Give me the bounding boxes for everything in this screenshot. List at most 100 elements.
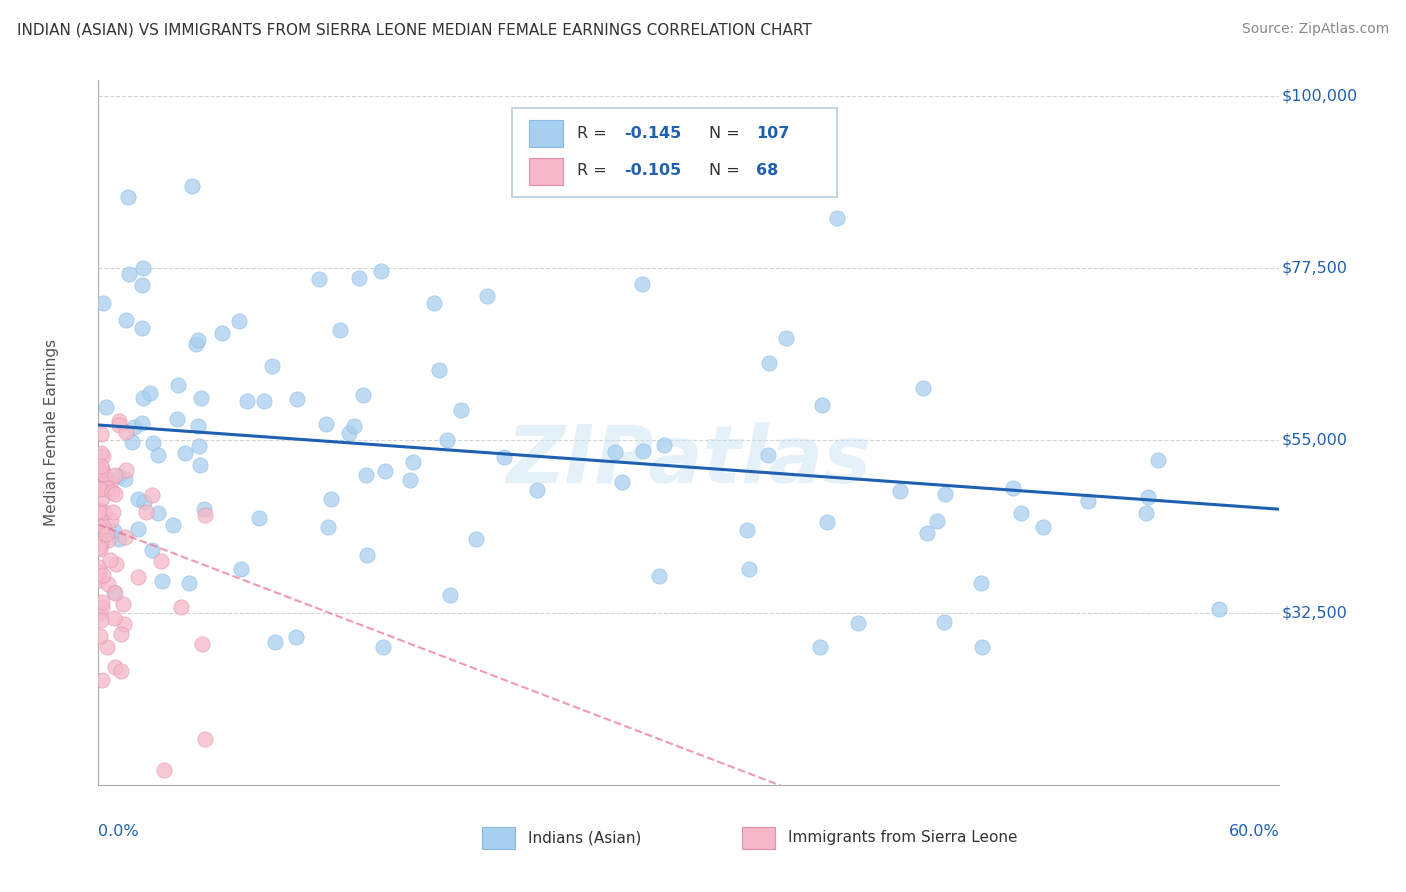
Point: [934, 615, 956, 629]
Point: [153, 763, 176, 777]
Point: [321, 492, 343, 507]
Point: [103, 585, 125, 599]
Point: [231, 562, 253, 576]
Point: [187, 333, 209, 347]
Point: [90, 481, 112, 495]
Point: [90, 459, 112, 474]
Point: [104, 558, 127, 572]
Point: [98, 552, 121, 566]
Point: [103, 660, 125, 674]
Point: [127, 492, 149, 507]
Point: [308, 272, 330, 286]
Point: [228, 313, 250, 327]
Point: [917, 526, 939, 541]
Point: [90, 536, 112, 550]
Point: [103, 524, 125, 538]
Text: N =: N =: [709, 126, 745, 141]
Point: [190, 392, 212, 406]
Point: [756, 448, 779, 462]
FancyBboxPatch shape: [530, 120, 562, 147]
Point: [90, 614, 112, 628]
Point: [89, 606, 111, 620]
Point: [329, 324, 352, 338]
Point: [427, 363, 450, 377]
Point: [90, 673, 112, 688]
Point: [166, 378, 188, 392]
Point: [1147, 453, 1170, 467]
Point: [127, 522, 149, 536]
Point: [603, 445, 626, 459]
Point: [262, 359, 284, 373]
Point: [91, 462, 114, 476]
Point: [179, 576, 201, 591]
Point: [492, 450, 515, 464]
Point: [139, 385, 162, 400]
Point: [89, 482, 111, 496]
Point: [316, 520, 339, 534]
Text: $55,000: $55,000: [1282, 433, 1348, 448]
Point: [97, 577, 120, 591]
Point: [477, 289, 499, 303]
Point: [253, 393, 276, 408]
Text: ZIPatlas: ZIPatlas: [506, 422, 872, 500]
Text: $100,000: $100,000: [1282, 88, 1358, 103]
Point: [132, 391, 155, 405]
Point: [141, 542, 163, 557]
Point: [89, 461, 111, 475]
Point: [91, 567, 114, 582]
Point: [94, 482, 117, 496]
Point: [122, 420, 145, 434]
Point: [356, 467, 378, 482]
Point: [89, 565, 111, 579]
Point: [118, 267, 141, 281]
Point: [811, 398, 834, 412]
Point: [135, 505, 157, 519]
Point: [654, 437, 676, 451]
Point: [775, 331, 797, 345]
Point: [912, 381, 935, 395]
Point: [100, 513, 122, 527]
Point: [127, 570, 149, 584]
Point: [121, 434, 143, 449]
Point: [112, 616, 135, 631]
Point: [211, 326, 233, 340]
Point: [93, 467, 115, 482]
Point: [464, 532, 486, 546]
Point: [1208, 601, 1230, 615]
Point: [114, 530, 136, 544]
Point: [631, 277, 654, 292]
Point: [96, 640, 118, 655]
Point: [110, 627, 132, 641]
Point: [352, 388, 374, 402]
Text: Median Female Earnings: Median Female Earnings: [44, 339, 59, 526]
Point: [373, 640, 395, 654]
Point: [146, 507, 169, 521]
Point: [103, 611, 125, 625]
Text: 107: 107: [756, 126, 790, 141]
Point: [91, 599, 114, 614]
Point: [91, 450, 114, 464]
Point: [110, 665, 132, 679]
Point: [96, 526, 118, 541]
Point: [142, 436, 165, 450]
Point: [141, 488, 163, 502]
Point: [236, 394, 259, 409]
Point: [1010, 506, 1032, 520]
Point: [450, 403, 472, 417]
Point: [103, 487, 125, 501]
Point: [112, 597, 135, 611]
Point: [526, 483, 548, 497]
Point: [758, 356, 780, 370]
FancyBboxPatch shape: [482, 827, 516, 849]
Point: [398, 473, 420, 487]
Point: [101, 484, 124, 499]
Point: [889, 483, 911, 498]
Point: [89, 464, 111, 478]
Point: [107, 417, 129, 432]
Point: [247, 510, 270, 524]
Point: [356, 548, 378, 562]
Point: [101, 505, 124, 519]
Point: [190, 637, 212, 651]
Point: [91, 519, 114, 533]
Point: [374, 464, 396, 478]
